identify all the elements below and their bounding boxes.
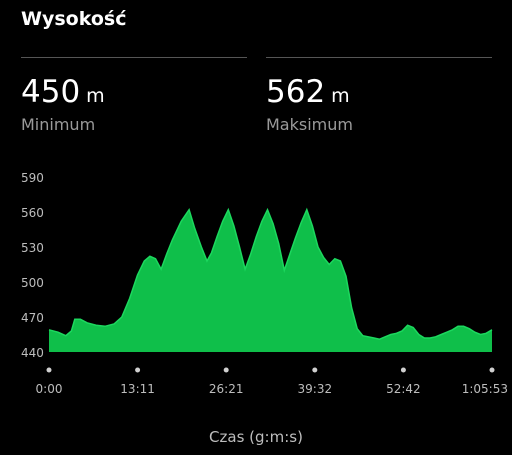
page-title: Wysokość xyxy=(21,8,127,30)
x-tick-dot xyxy=(312,367,318,373)
y-tick-label: 470 xyxy=(21,311,44,325)
x-tick-label: 13:11 xyxy=(120,382,155,396)
y-tick-label: 500 xyxy=(21,276,44,290)
stat-minimum-label: Minimum xyxy=(21,115,96,134)
elevation-area xyxy=(49,209,492,352)
x-tick-label: 1:05:53 xyxy=(462,382,508,396)
x-axis-title: Czas (g:m:s) xyxy=(209,428,303,446)
stat-maximum-unit: m xyxy=(331,85,350,107)
x-tick-dot xyxy=(223,367,229,373)
x-tick-dot xyxy=(489,367,495,373)
y-tick-label: 560 xyxy=(21,206,44,220)
x-tick-label: 0:00 xyxy=(36,382,63,396)
y-tick-label: 530 xyxy=(21,241,44,255)
y-tick-label: 590 xyxy=(21,171,44,185)
stat-maximum-value: 562 xyxy=(266,74,326,110)
x-tick-label: 26:21 xyxy=(209,382,244,396)
divider-right xyxy=(266,57,492,58)
x-tick-dot xyxy=(46,367,52,373)
elevation-line xyxy=(48,207,493,340)
divider-left xyxy=(21,57,247,58)
x-tick-dot xyxy=(135,367,141,373)
elevation-chart: 440 470 500 530 560 590 0:00 13:11 26:21 39:32 52:… xyxy=(21,171,508,396)
stat-minimum-value: 450 xyxy=(21,74,81,110)
x-tick-dot xyxy=(400,367,406,373)
y-tick-label: 440 xyxy=(21,346,44,360)
x-tick-label: 39:32 xyxy=(298,382,333,396)
stat-minimum-unit: m xyxy=(86,85,105,107)
stat-maximum-label: Maksimum xyxy=(266,115,353,134)
stat-maximum: 562 m xyxy=(266,74,350,110)
stat-minimum: 450 m xyxy=(21,74,105,110)
x-tick-label: 52:42 xyxy=(386,382,421,396)
